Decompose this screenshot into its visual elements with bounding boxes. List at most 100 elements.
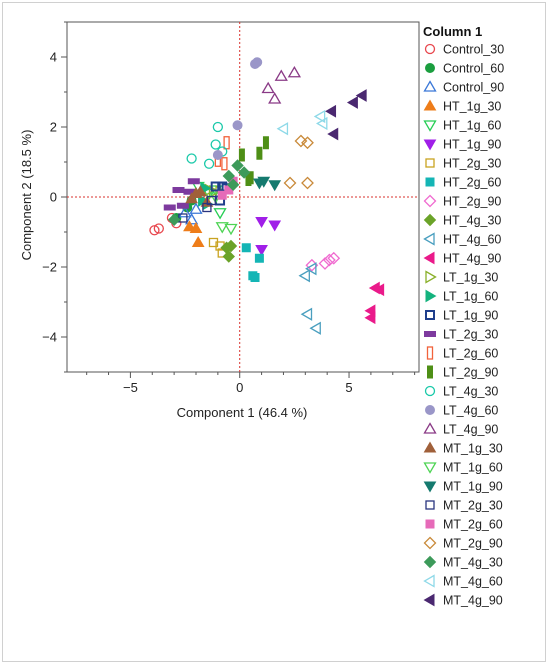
legend-item[interactable]: HT_4g_60 — [423, 232, 502, 247]
legend-label: HT_2g_30 — [443, 157, 501, 171]
legend-item[interactable]: LT_2g_60 — [426, 346, 499, 361]
data-point — [294, 134, 308, 148]
data-point — [327, 127, 339, 141]
y-tick-label: 0 — [50, 190, 57, 205]
legend-marker — [423, 536, 437, 550]
data-point — [193, 185, 207, 197]
legend-item[interactable]: Control_90 — [423, 80, 505, 95]
legend-label: LT_2g_30 — [443, 328, 498, 342]
legend-item[interactable]: HT_4g_30 — [423, 213, 502, 228]
legend-label: HT_4g_30 — [443, 214, 501, 228]
legend-item[interactable]: LT_4g_30 — [424, 385, 499, 399]
data-point — [309, 321, 321, 335]
legend-marker — [425, 158, 435, 168]
data-point — [300, 307, 313, 321]
data-point — [346, 96, 358, 109]
data-point — [305, 262, 317, 276]
data-point — [256, 146, 263, 160]
data-point — [255, 217, 268, 228]
legend-label: Control_90 — [443, 81, 504, 95]
legend-item[interactable]: Control_30 — [424, 43, 505, 57]
y-tick-label: 4 — [50, 50, 57, 65]
legend-marker — [423, 99, 437, 111]
data-point — [210, 139, 221, 150]
legend-item[interactable]: MT_1g_90 — [423, 480, 503, 494]
data-point — [186, 153, 197, 164]
legend-item[interactable]: HT_2g_90 — [423, 195, 502, 209]
legend-marker — [426, 346, 434, 360]
legend-item[interactable]: LT_4g_60 — [425, 404, 499, 418]
legend-item[interactable]: MT_4g_30 — [423, 556, 503, 570]
legend-item[interactable]: MT_2g_30 — [425, 499, 503, 513]
data-point — [301, 176, 314, 190]
legend-item[interactable]: LT_1g_60 — [425, 290, 498, 304]
data-point — [283, 176, 297, 190]
legend-label: MT_4g_90 — [443, 594, 503, 608]
data-point — [364, 311, 376, 325]
data-point — [313, 109, 326, 124]
data-point — [268, 180, 282, 192]
legend-item[interactable]: HT_1g_90 — [423, 138, 502, 152]
legend-item[interactable]: MT_2g_90 — [423, 536, 503, 551]
legend-label: HT_2g_60 — [443, 176, 501, 190]
legend-item[interactable]: LT_2g_30 — [424, 328, 499, 342]
legend-label: HT_1g_60 — [443, 119, 501, 133]
legend-label: MT_2g_30 — [443, 499, 503, 513]
data-point — [250, 273, 260, 282]
legend-marker — [423, 139, 437, 151]
legend-item[interactable]: HT_1g_30 — [423, 99, 502, 114]
legend-item[interactable]: Control_60 — [425, 62, 505, 76]
data-point — [237, 166, 251, 179]
data-point — [189, 222, 203, 233]
legend-item[interactable]: MT_4g_60 — [423, 574, 503, 589]
legend-label: HT_1g_30 — [443, 100, 501, 114]
legend-item[interactable]: HT_2g_30 — [425, 157, 501, 171]
data-point — [222, 250, 235, 263]
legend-marker — [423, 232, 435, 246]
legend-item[interactable]: MT_4g_90 — [423, 594, 503, 608]
data-point — [167, 213, 181, 226]
data-point — [268, 220, 282, 232]
legend-label: LT_4g_90 — [443, 423, 498, 437]
legend-label: HT_1g_90 — [443, 138, 501, 152]
legend-label: LT_1g_30 — [443, 271, 498, 285]
x-tick-label: 5 — [345, 380, 352, 395]
legend-marker — [427, 365, 433, 379]
legend-item[interactable]: MT_1g_60 — [423, 461, 503, 475]
legend-item[interactable]: LT_1g_30 — [425, 270, 498, 285]
legend-marker — [423, 251, 435, 265]
data-point — [322, 253, 336, 267]
legend-label: MT_4g_60 — [443, 575, 503, 589]
legend-item[interactable]: HT_4g_90 — [423, 251, 502, 266]
legend-marker — [423, 213, 437, 227]
legend-marker — [425, 270, 437, 284]
x-tick-label: 0 — [236, 380, 243, 395]
data-point — [318, 257, 332, 270]
data-point — [222, 169, 235, 183]
legend-item[interactable]: MT_2g_60 — [425, 518, 503, 532]
data-point — [257, 176, 271, 188]
legend-title: Column 1 — [423, 24, 482, 39]
data-point — [191, 236, 205, 247]
legend-item[interactable]: LT_1g_90 — [425, 309, 498, 323]
data-point — [213, 208, 227, 220]
y-tick-label: −4 — [42, 330, 57, 345]
data-point — [212, 150, 223, 160]
legend-label: MT_1g_30 — [443, 442, 503, 456]
legend-item[interactable]: LT_2g_90 — [427, 365, 499, 380]
legend-item[interactable]: MT_1g_30 — [423, 441, 503, 456]
x-axis-title: Component 1 (46.4 %) — [177, 405, 308, 420]
legend-marker — [423, 422, 437, 434]
y-tick-label: −2 — [42, 260, 57, 275]
data-point — [316, 116, 328, 131]
legend-label: MT_1g_90 — [443, 480, 503, 494]
legend-marker — [423, 80, 437, 92]
legend-item[interactable]: LT_4g_90 — [423, 422, 499, 437]
data-point — [187, 178, 200, 185]
legend-item[interactable]: HT_1g_60 — [423, 119, 502, 133]
legend-label: HT_4g_60 — [443, 233, 501, 247]
legend-marker — [423, 441, 437, 453]
legend-item[interactable]: HT_2g_60 — [425, 176, 501, 190]
legend-marker — [423, 120, 437, 132]
